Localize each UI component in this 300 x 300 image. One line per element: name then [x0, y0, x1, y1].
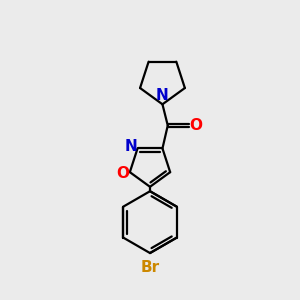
Text: N: N — [125, 140, 137, 154]
Text: N: N — [155, 88, 168, 103]
Text: Br: Br — [140, 260, 160, 275]
Text: O: O — [189, 118, 202, 133]
Text: O: O — [116, 166, 129, 181]
